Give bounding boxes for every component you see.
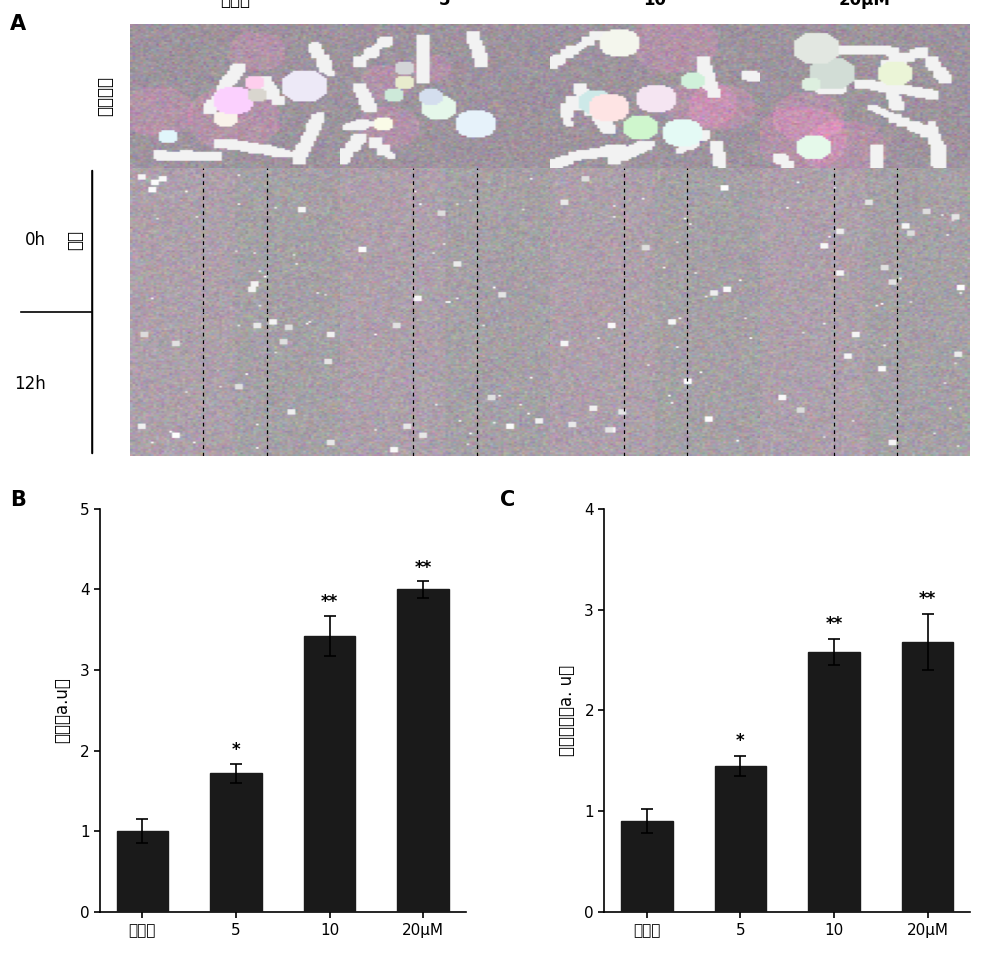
- Text: B: B: [10, 490, 26, 510]
- Y-axis label: 管长（a.u）: 管长（a.u）: [54, 678, 72, 743]
- Bar: [621, 822, 673, 912]
- Bar: [902, 642, 953, 912]
- Text: **: **: [919, 589, 936, 608]
- Text: **: **: [321, 593, 338, 612]
- Text: 5: 5: [439, 0, 451, 9]
- Text: 迁移: 迁移: [66, 230, 84, 250]
- Text: 小管形成: 小管形成: [96, 76, 114, 116]
- Bar: [397, 589, 449, 912]
- Text: C: C: [500, 490, 515, 510]
- Bar: [117, 831, 168, 912]
- Bar: [304, 636, 355, 912]
- Y-axis label: 伤口愈合（a. u）: 伤口愈合（a. u）: [558, 665, 576, 756]
- Bar: [808, 652, 860, 912]
- Text: **: **: [415, 559, 432, 577]
- Text: *: *: [736, 732, 745, 750]
- Text: **: **: [825, 614, 843, 633]
- Text: 对照组: 对照组: [220, 0, 250, 9]
- Text: 12h: 12h: [14, 375, 46, 393]
- Text: 0h: 0h: [25, 231, 46, 249]
- Bar: [715, 766, 766, 912]
- Text: 10: 10: [644, 0, 666, 9]
- Text: *: *: [232, 741, 240, 758]
- Text: 20μM: 20μM: [839, 0, 891, 9]
- Text: A: A: [10, 14, 26, 35]
- Bar: [210, 774, 262, 912]
